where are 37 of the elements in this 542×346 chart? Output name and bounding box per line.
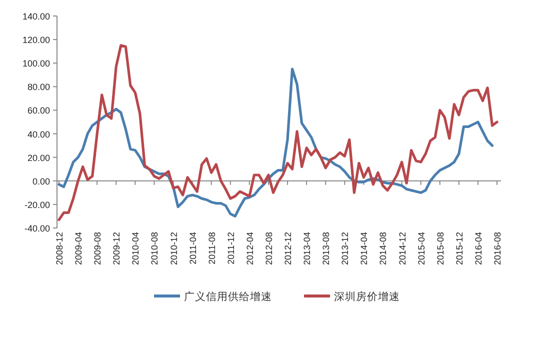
y-tick-label: -40.00 <box>24 224 50 234</box>
x-tick-label: 2014-08 <box>378 232 388 266</box>
x-tick-label: 2009-04 <box>74 232 84 266</box>
x-tick-label: 2014-12 <box>397 232 408 266</box>
y-tick-label: -20.00 <box>24 200 50 210</box>
legend-label: 广义信用供给增速 <box>184 290 272 303</box>
x-tick-label: 2015-12 <box>454 232 464 266</box>
x-tick-label: 2009-12 <box>112 232 122 266</box>
x-tick-label: 2013-04 <box>302 232 312 266</box>
x-tick-label: 2016-08 <box>492 232 502 266</box>
x-tick-label: 2013-12 <box>340 232 350 266</box>
x-tick-label: 2010-04 <box>130 232 141 266</box>
y-tick-label: 100.00 <box>22 58 50 69</box>
x-tick-label: 2011-08 <box>206 232 217 264</box>
x-tick-label: 2013-08 <box>321 232 332 266</box>
y-tick-label: 20.00 <box>27 152 50 163</box>
x-tick-label: 2016-04 <box>473 232 484 266</box>
y-tick-label: 40.00 <box>27 129 50 140</box>
y-tick-label: 80.00 <box>27 82 50 92</box>
x-tick-label: 2014-04 <box>359 232 370 266</box>
x-tick-label: 2008-12 <box>54 232 64 266</box>
y-tick-label: 140.00 <box>22 12 50 22</box>
x-tick-label: 2012-04 <box>244 232 255 266</box>
x-tick-label: 2010-12 <box>168 232 179 266</box>
x-tick-label: 2011-12 <box>226 232 236 264</box>
x-tick-label: 2010-08 <box>150 232 160 266</box>
x-tick-label: 2015-04 <box>416 232 426 266</box>
x-tick-label: 2011-04 <box>188 232 198 264</box>
legend-label: 深圳房价增速 <box>334 290 400 303</box>
x-tick-label: 2012-08 <box>264 232 274 266</box>
x-tick-label: 2015-08 <box>435 232 446 266</box>
y-tick-label: 60.00 <box>27 106 50 116</box>
line-series <box>58 44 498 222</box>
x-tick-label: 2009-08 <box>92 232 103 266</box>
y-tick-label: 120.00 <box>22 35 50 46</box>
x-tick-label: 2012-12 <box>283 232 294 266</box>
y-tick-label: 0.00 <box>32 176 50 186</box>
